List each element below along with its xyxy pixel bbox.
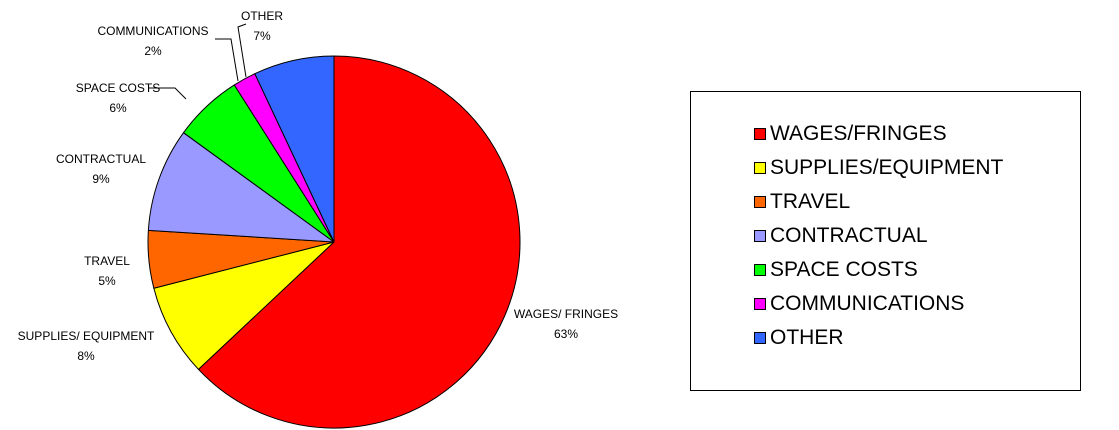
- pie-slice-wages-fringes: [197, 55, 521, 429]
- legend-swatch: [754, 128, 766, 140]
- legend-swatch: [754, 298, 766, 310]
- pie-slice-other: [254, 55, 335, 243]
- data-label-percent: 63%: [554, 327, 578, 341]
- legend-swatch: [754, 230, 766, 242]
- legend-label: OTHER: [770, 326, 844, 349]
- legend-item: WAGES/FRINGES: [754, 119, 947, 149]
- data-labels: WAGES/ FRINGES 63% SUPPLIES/ EQUIPMENT 8% TR…: [18, 9, 618, 363]
- legend-item: SUPPLIES/EQUIPMENT: [754, 153, 1003, 183]
- legend-item: TRAVEL: [754, 187, 850, 217]
- legend-label: CONTRACTUAL: [770, 224, 928, 247]
- legend-label: TRAVEL: [770, 190, 851, 213]
- legend-swatch: [754, 162, 766, 174]
- data-label-category: SPACE COSTS: [76, 81, 160, 95]
- legend-label: SPACE COSTS: [770, 258, 918, 281]
- pie-slices: [147, 55, 521, 429]
- data-label-percent: 7%: [253, 29, 271, 43]
- data-label-category: SUPPLIES/ EQUIPMENT: [18, 329, 155, 343]
- legend-item: OTHER: [754, 323, 844, 353]
- legend-swatch: [754, 196, 766, 208]
- legend-item: COMMUNICATIONS: [754, 289, 964, 319]
- pie-slice-supplies-equipment: [153, 241, 335, 370]
- leader-line: [215, 38, 239, 82]
- legend-swatch: [754, 332, 766, 344]
- data-label-percent: 6%: [109, 101, 127, 115]
- data-label-category: CONTRACTUAL: [56, 152, 146, 166]
- legend-label: COMMUNICATIONS: [770, 292, 965, 315]
- legend-label: WAGES/FRINGES: [770, 122, 947, 145]
- pie-chart: WAGES/ FRINGES 63% SUPPLIES/ EQUIPMENT 8% TR…: [18, 9, 618, 429]
- legend-label: SUPPLIES/EQUIPMENT: [770, 156, 1004, 179]
- leader-lines: [149, 23, 247, 100]
- data-label-category: OTHER: [241, 9, 283, 23]
- legend-swatch: [754, 264, 766, 276]
- pie-slice-contractual: [147, 132, 335, 243]
- data-label-percent: 9%: [92, 172, 110, 186]
- data-label-percent: 5%: [98, 274, 116, 288]
- data-label-category: WAGES/ FRINGES: [514, 307, 618, 321]
- data-label-category: TRAVEL: [84, 254, 130, 268]
- data-label-category: COMMUNICATIONS: [97, 24, 208, 38]
- legend-item: CONTRACTUAL: [754, 221, 928, 251]
- data-label-percent: 2%: [144, 44, 162, 58]
- legend-item: SPACE COSTS: [754, 255, 918, 285]
- leader-line: [149, 87, 187, 100]
- leader-line: [237, 23, 247, 78]
- chart-legend: WAGES/FRINGES SUPPLIES/EQUIPMENT TRAVEL CON…: [690, 91, 1081, 391]
- data-label-percent: 8%: [77, 349, 95, 363]
